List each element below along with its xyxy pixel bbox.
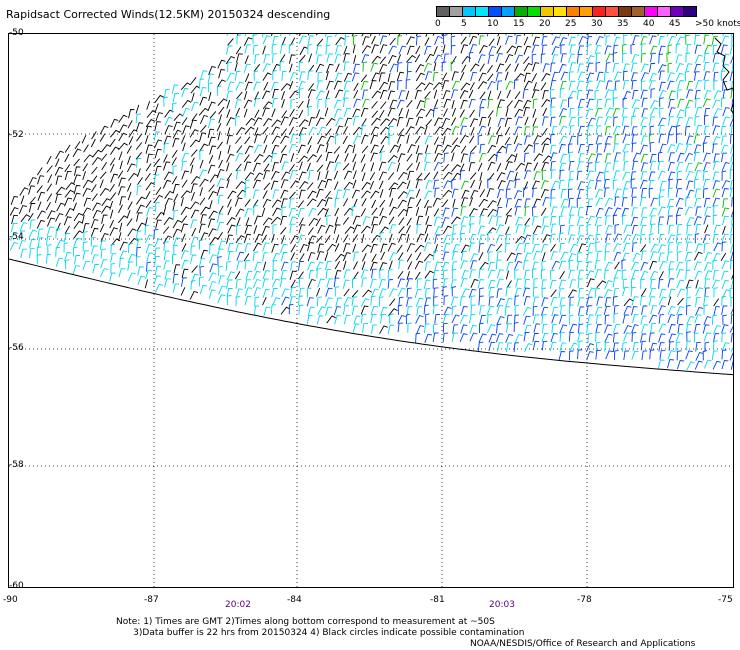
- lat-label-54: -54: [9, 232, 24, 242]
- legend-swatch: [475, 6, 489, 17]
- legend-swatch: [657, 6, 671, 17]
- legend-labels: 0 5 10 15 20 25 30 35 40 45 >50 knots: [435, 17, 740, 29]
- legend-swatch: [670, 6, 684, 17]
- legend-swatch: [488, 6, 502, 17]
- lat-label-56: -56: [9, 343, 24, 353]
- legend-swatch: [631, 6, 645, 17]
- wind-barbs-layer: [9, 34, 733, 587]
- map-title: Rapidsact Corrected Winds(12.5KM) 201503…: [6, 8, 331, 21]
- lat-label-50: -50: [9, 28, 24, 38]
- lon-label-87: -87: [144, 595, 159, 605]
- legend-swatch: [566, 6, 580, 17]
- lon-label-81: -81: [430, 595, 445, 605]
- legend-swatch: [553, 6, 567, 17]
- legend-swatch: [683, 6, 697, 17]
- legend-label: 0: [435, 19, 441, 29]
- notes: Note: 1) Times are GMT 2)Times along bot…: [116, 617, 525, 639]
- legend-swatch: [436, 6, 450, 17]
- lat-label-60: -60: [9, 581, 24, 591]
- credit-line: NOAA/NESDIS/Office of Research and Appli…: [470, 639, 696, 649]
- legend-label: >50 knots: [695, 19, 740, 29]
- legend-label: 45: [669, 19, 681, 29]
- legend-label: 15: [513, 19, 525, 29]
- legend-swatch: [540, 6, 554, 17]
- legend-swatch: [449, 6, 463, 17]
- legend-label: 10: [487, 19, 499, 29]
- legend-swatch: [644, 6, 658, 17]
- legend-label: 25: [565, 19, 577, 29]
- lon-label-84: -84: [287, 595, 302, 605]
- legend-swatch: [462, 6, 476, 17]
- legend-swatch: [527, 6, 541, 17]
- time-label-1: 20:02: [225, 600, 251, 610]
- lon-label-90: -90: [3, 595, 18, 605]
- lat-label-52: -52: [9, 130, 24, 140]
- legend-swatch: [605, 6, 619, 17]
- legend-label: 30: [591, 19, 603, 29]
- legend-swatch: [592, 6, 606, 17]
- wind-speed-legend: 0 5 10 15 20 25 30 35 40 45 >50 knots: [435, 6, 740, 32]
- wind-barbs: [9, 34, 733, 371]
- legend-swatch: [579, 6, 593, 17]
- legend-swatch: [501, 6, 515, 17]
- lon-label-75: -75: [718, 595, 733, 605]
- legend-label: 35: [617, 19, 629, 29]
- legend-label: 20: [539, 19, 551, 29]
- legend-swatch: [514, 6, 528, 17]
- coastline: [714, 37, 733, 114]
- lon-label-78: -78: [577, 595, 592, 605]
- note-line-2: 3)Data buffer is 22 hrs from 20150324 4)…: [116, 628, 525, 638]
- swath-edge: [9, 258, 733, 376]
- legend-label: 40: [643, 19, 655, 29]
- legend-color-bar: [436, 6, 697, 17]
- wind-map-plot: [8, 33, 734, 588]
- time-label-2: 20:03: [489, 600, 515, 610]
- legend-swatch: [618, 6, 632, 17]
- note-line-1: Note: 1) Times are GMT 2)Times along bot…: [116, 617, 495, 627]
- legend-label: 5: [461, 19, 467, 29]
- lat-label-58: -58: [9, 460, 24, 470]
